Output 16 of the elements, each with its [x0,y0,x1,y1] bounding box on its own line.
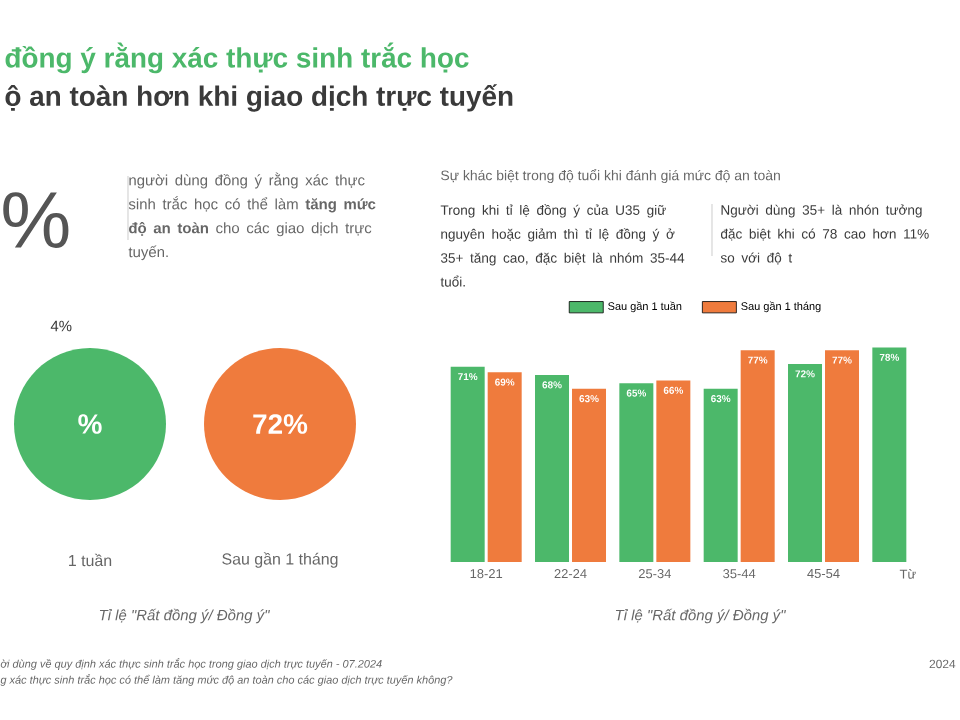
bar [535,374,570,562]
bar [740,350,775,562]
bar [572,388,607,562]
bar [788,363,823,562]
text: % [78,414,102,434]
text: 72% [253,414,308,434]
bar [825,350,860,562]
text: đồng ý rằng xác thực sinh trắc học [5,42,469,74]
bar [450,366,485,562]
bar [703,388,738,562]
bar [656,380,691,562]
bar [872,347,907,562]
text: % [3,192,69,248]
text: ộ an toàn hơn khi giao dịch trực tuyến [5,84,513,112]
bar [619,383,654,562]
bar [487,372,522,562]
